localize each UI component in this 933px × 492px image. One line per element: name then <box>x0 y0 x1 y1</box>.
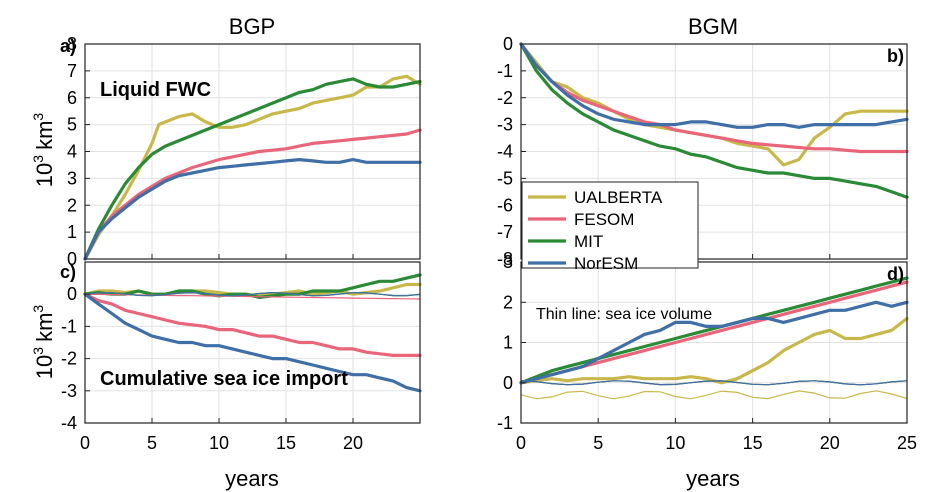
y-tick-label: -3 <box>61 381 77 401</box>
y-tick-label: 1 <box>67 222 77 242</box>
xlabel-right: years <box>686 466 740 491</box>
y-tick-label: 6 <box>67 88 77 108</box>
x-tick-label: 25 <box>897 433 917 453</box>
thin-line-ualberta <box>520 390 908 400</box>
y-tick-label: -1 <box>497 61 513 81</box>
panel-annotation: Cumulative sea ice import <box>100 368 348 390</box>
x-tick-label: 0 <box>516 433 526 453</box>
panel-label: c) <box>60 262 76 282</box>
thin-line-noresm <box>84 291 421 297</box>
y-tick-label: -2 <box>61 349 77 369</box>
y-tick-label: -6 <box>497 195 513 215</box>
y-tick-label: 5 <box>67 115 77 135</box>
x-tick-label: 15 <box>743 433 763 453</box>
panel-label: d) <box>887 264 904 284</box>
series-line-mit <box>519 276 909 385</box>
y-tick-label: -4 <box>497 142 513 162</box>
y-tick-label: 3 <box>67 168 77 188</box>
x-tick-label: 5 <box>147 433 157 453</box>
panel-annotation: Liquid FWC <box>100 79 211 101</box>
y-tick-label: -3 <box>497 115 513 135</box>
y-tick-label: 0 <box>503 373 513 393</box>
panel-3: 0-1-2-3-40 5 10 15 20c)Cumulative sea ice im… <box>60 261 422 453</box>
y-tick-label: 0 <box>67 284 77 304</box>
x-tick-label: 20 <box>343 433 363 453</box>
legend-label-noresm: NorESM <box>574 254 638 273</box>
legend-label-ualberta: UALBERTA <box>574 188 663 207</box>
series-line-noresm <box>519 42 909 129</box>
series-line-noresm <box>83 292 422 393</box>
panel-label: b) <box>887 46 904 66</box>
ylabel-exp: 3 <box>30 347 46 355</box>
y-tick-label: 4 <box>67 142 77 162</box>
x-tick-label: 20 <box>820 433 840 453</box>
axes-box <box>84 261 421 424</box>
series-line-fesom <box>83 128 422 261</box>
col-title-bgp: BGP <box>229 14 275 39</box>
ylabel-base: 10 <box>32 355 57 379</box>
x-tick-label: 5 <box>593 433 603 453</box>
x-tick-label: 10 <box>665 433 685 453</box>
y-tick-label: -2 <box>497 88 513 108</box>
y-tick-label: 8 <box>67 34 77 54</box>
y-tick-label: -1 <box>61 316 77 336</box>
y-tick-label: -4 <box>61 413 77 433</box>
y-tick-label: 3 <box>503 252 513 272</box>
y-tick-label: -7 <box>497 222 513 242</box>
y-tick-label: 1 <box>503 333 513 353</box>
thin-line-noresm <box>520 380 908 386</box>
ylabel-bottom: 103km3 <box>30 305 57 380</box>
x-tick-label: 10 <box>209 433 229 453</box>
xlabel-left: years <box>225 466 279 491</box>
ylabel-exp: 3 <box>30 155 46 163</box>
ylabel-base: 10 <box>32 163 57 187</box>
x-tick-label: 15 <box>276 433 296 453</box>
y-tick-label: 0 <box>67 249 77 269</box>
ylabel-unit-exp: 3 <box>30 113 46 121</box>
panel-2: 0 -1 -2 -3 -4 -5 -6 -7 -8 b) <box>497 34 909 269</box>
series-line-mit <box>519 42 909 199</box>
y-tick-label: 2 <box>67 195 77 215</box>
series-line-noresm <box>519 300 909 385</box>
series-line-fesom <box>83 292 422 357</box>
y-tick-label: 2 <box>503 292 513 312</box>
y-tick-label: 0 <box>503 34 513 54</box>
legend-label-fesom: FESOM <box>574 210 634 229</box>
y-tick-label: 7 <box>67 61 77 81</box>
y-tick-label: -5 <box>497 168 513 188</box>
series-line-ualberta <box>83 74 422 261</box>
legend-label-mit: MIT <box>574 232 603 251</box>
series-line-noresm <box>83 158 422 261</box>
ylabel-unit-exp: 3 <box>30 305 46 313</box>
y-tick-label: -1 <box>497 413 513 433</box>
panel-1: 0 1 2 3 4 5 6 7 8a) Liquid FWC <box>60 34 422 269</box>
ylabel-top: 103km3 <box>30 113 57 188</box>
series-line-mit <box>83 273 422 299</box>
panel-annotation: Thin line: sea ice volume <box>536 306 712 323</box>
ylabel-unit: km <box>32 121 57 150</box>
y-tick-label: -8 <box>497 249 513 269</box>
series-line-fesom <box>519 42 909 154</box>
series-line-mit <box>83 77 422 261</box>
x-tick-label: 0 <box>80 433 90 453</box>
col-title-bgm: BGM <box>688 14 738 39</box>
ylabel-unit: km <box>32 313 57 342</box>
panel-label: a) <box>60 36 76 56</box>
